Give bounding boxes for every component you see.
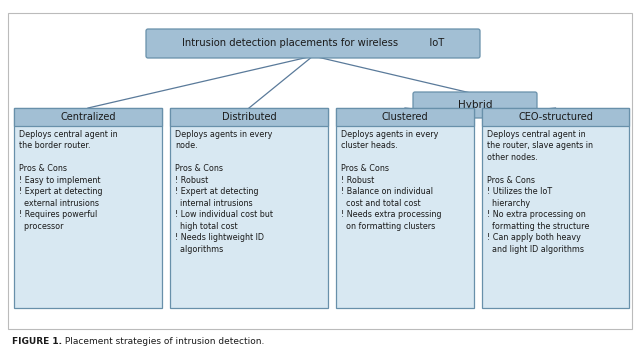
Text: Centralized: Centralized [60, 112, 116, 122]
Text: Deploys central agent in
the router, slave agents in
other nodes.

Pros & Cons
!: Deploys central agent in the router, sla… [487, 130, 593, 253]
FancyBboxPatch shape [336, 108, 474, 126]
FancyBboxPatch shape [170, 108, 328, 308]
FancyBboxPatch shape [14, 108, 162, 126]
Text: Hybrid: Hybrid [458, 100, 492, 110]
FancyBboxPatch shape [482, 108, 629, 308]
Text: Deploys agents in every
node.

Pros & Cons
! Robust
! Expert at detecting
  inte: Deploys agents in every node. Pros & Con… [175, 130, 273, 253]
Text: CEO-structured: CEO-structured [518, 112, 593, 122]
FancyBboxPatch shape [146, 29, 480, 58]
Text: FIGURE 1.: FIGURE 1. [12, 336, 62, 346]
Text: Clustered: Clustered [381, 112, 428, 122]
Text: Intrusion detection placements for wireless          IoT: Intrusion detection placements for wirel… [182, 38, 444, 48]
Text: Placement strategies of intrusion detection.: Placement strategies of intrusion detect… [62, 336, 264, 346]
Text: Deploys central agent in
the border router.

Pros & Cons
! Easy to implement
! E: Deploys central agent in the border rout… [19, 130, 118, 231]
FancyBboxPatch shape [14, 108, 162, 308]
FancyBboxPatch shape [413, 92, 537, 118]
Text: Distributed: Distributed [221, 112, 276, 122]
Text: Deploys agents in every
cluster heads.

Pros & Cons
! Robust
! Balance on indivi: Deploys agents in every cluster heads. P… [341, 130, 442, 231]
FancyBboxPatch shape [170, 108, 328, 126]
FancyBboxPatch shape [8, 13, 632, 329]
FancyBboxPatch shape [336, 108, 474, 308]
FancyBboxPatch shape [482, 108, 629, 126]
Text: FIGURE 1. Placement strategies of intrusion detection.: FIGURE 1. Placement strategies of intrus… [12, 336, 259, 346]
